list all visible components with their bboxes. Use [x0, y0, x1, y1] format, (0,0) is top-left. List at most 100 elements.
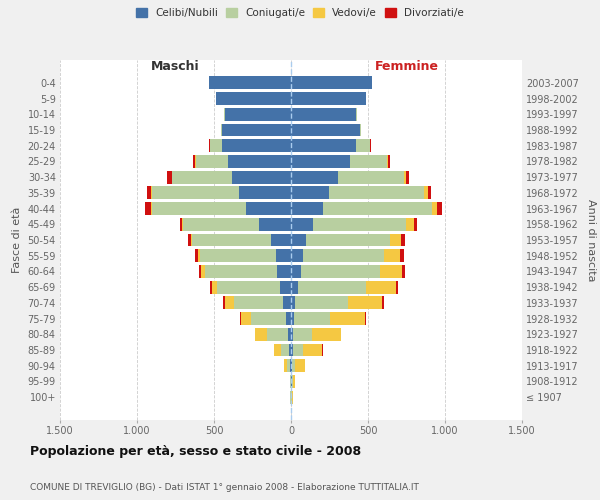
Bar: [406, 170, 409, 183]
Bar: [305, 234, 391, 246]
Bar: [281, 344, 289, 356]
Bar: [347, 296, 382, 310]
Bar: [291, 296, 295, 310]
Bar: [295, 360, 305, 372]
Bar: [313, 218, 406, 230]
Bar: [323, 202, 432, 215]
Bar: [291, 265, 301, 278]
Bar: [277, 265, 291, 278]
Text: Femmine: Femmine: [374, 60, 439, 74]
Bar: [146, 186, 151, 200]
Bar: [152, 202, 247, 215]
Bar: [255, 328, 266, 341]
Bar: [221, 124, 223, 136]
Bar: [291, 360, 292, 372]
Bar: [382, 296, 384, 310]
Bar: [209, 76, 291, 90]
Text: COMUNE DI TREVIGLIO (BG) - Dati ISTAT 1° gennaio 2008 - Elaborazione TUTTITALIA.: COMUNE DI TREVIGLIO (BG) - Dati ISTAT 1°…: [30, 483, 419, 492]
Bar: [151, 186, 152, 200]
Bar: [291, 250, 302, 262]
Bar: [294, 312, 330, 325]
Bar: [167, 170, 172, 183]
Bar: [391, 234, 401, 246]
Bar: [232, 170, 291, 183]
Bar: [404, 170, 406, 183]
Bar: [288, 328, 291, 341]
Bar: [396, 280, 398, 293]
Bar: [424, 186, 428, 200]
Bar: [291, 124, 359, 136]
Bar: [183, 218, 259, 230]
Text: Maschi: Maschi: [151, 60, 200, 74]
Bar: [266, 328, 288, 341]
Bar: [200, 250, 275, 262]
Bar: [370, 139, 371, 152]
Bar: [365, 280, 396, 293]
Bar: [291, 234, 305, 246]
Bar: [193, 234, 271, 246]
Bar: [291, 108, 356, 120]
Bar: [291, 280, 298, 293]
Bar: [291, 202, 323, 215]
Text: Popolazione per età, sesso e stato civile - 2008: Popolazione per età, sesso e stato civil…: [30, 445, 361, 458]
Bar: [295, 296, 347, 310]
Bar: [380, 265, 402, 278]
Bar: [145, 202, 151, 215]
Bar: [414, 218, 417, 230]
Bar: [400, 250, 404, 262]
Bar: [291, 328, 293, 341]
Bar: [291, 170, 338, 183]
Y-axis label: Fasce di età: Fasce di età: [12, 207, 22, 273]
Bar: [223, 124, 291, 136]
Bar: [290, 360, 291, 372]
Bar: [240, 312, 241, 325]
Bar: [210, 139, 222, 152]
Legend: Celibi/Nubili, Coniugati/e, Vedovi/e, Divorziati/e: Celibi/Nubili, Coniugati/e, Vedovi/e, Di…: [133, 5, 467, 21]
Bar: [199, 265, 202, 278]
Bar: [234, 296, 283, 310]
Bar: [172, 170, 232, 183]
Bar: [432, 202, 437, 215]
Bar: [188, 234, 191, 246]
Bar: [293, 328, 312, 341]
Bar: [291, 139, 356, 152]
Bar: [212, 280, 217, 293]
Y-axis label: Anni di nascita: Anni di nascita: [586, 198, 596, 281]
Bar: [356, 139, 370, 152]
Bar: [289, 344, 291, 356]
Bar: [228, 155, 291, 168]
Bar: [202, 265, 205, 278]
Bar: [292, 375, 293, 388]
Bar: [293, 344, 303, 356]
Bar: [291, 375, 292, 388]
Bar: [239, 186, 291, 200]
Bar: [406, 218, 414, 230]
Bar: [287, 360, 290, 372]
Bar: [191, 234, 193, 246]
Bar: [259, 218, 291, 230]
Bar: [284, 360, 287, 372]
Bar: [338, 170, 404, 183]
Bar: [301, 265, 380, 278]
Bar: [205, 265, 277, 278]
Bar: [193, 155, 195, 168]
Bar: [292, 360, 295, 372]
Bar: [291, 186, 329, 200]
Bar: [152, 186, 239, 200]
Bar: [251, 312, 286, 325]
Bar: [387, 155, 388, 168]
Bar: [286, 312, 291, 325]
Bar: [209, 139, 210, 152]
Bar: [303, 344, 322, 356]
Bar: [241, 312, 251, 325]
Bar: [291, 155, 350, 168]
Bar: [271, 234, 291, 246]
Bar: [329, 186, 424, 200]
Bar: [210, 280, 212, 293]
Bar: [275, 250, 291, 262]
Bar: [223, 296, 225, 310]
Bar: [428, 186, 431, 200]
Bar: [291, 312, 294, 325]
Bar: [350, 155, 387, 168]
Bar: [291, 92, 365, 105]
